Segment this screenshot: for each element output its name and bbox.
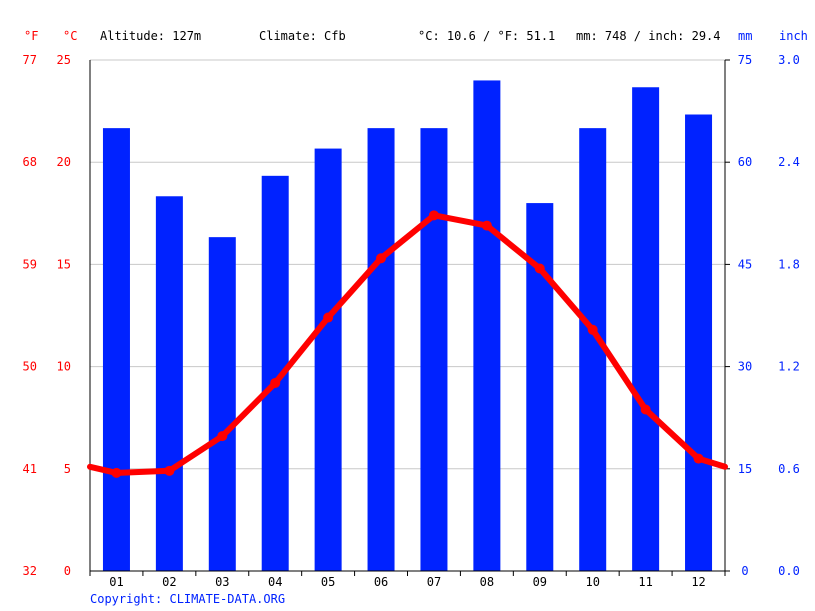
temp-point-06 bbox=[376, 253, 387, 264]
temp-point-07 bbox=[428, 210, 439, 221]
precip-bar-05 bbox=[314, 148, 342, 571]
temp-point-10 bbox=[587, 324, 598, 335]
precip-bar-08 bbox=[473, 80, 501, 571]
precipitation-total-label: mm: 748 / inch: 29.4 bbox=[576, 29, 721, 43]
x-tick-label: 02 bbox=[162, 575, 176, 589]
temp-point-12 bbox=[693, 453, 704, 464]
inch-tick-label: 2.4 bbox=[778, 155, 800, 169]
temperature-series-line bbox=[87, 212, 728, 476]
celsius-tick-label: 25 bbox=[57, 53, 71, 67]
precip-bar-12 bbox=[685, 114, 713, 572]
inch-tick-label: 1.8 bbox=[778, 257, 800, 271]
avg-temperature-label: °C: 10.6 / °F: 51.1 bbox=[418, 29, 555, 43]
tick-labels: 01 02 03 04 05 06 07 08 09 10 11 12 32 0 0 0.0 41 5 15 0.6 5… bbox=[23, 53, 800, 589]
fahrenheit-tick-label: 41 bbox=[23, 462, 37, 476]
climate-label: Climate: Cfb bbox=[259, 29, 346, 43]
temp-point-02 bbox=[164, 465, 175, 476]
x-tick-label: 05 bbox=[321, 575, 335, 589]
inch-tick-label: 3.0 bbox=[778, 53, 800, 67]
precip-bar-03 bbox=[208, 237, 236, 571]
altitude-label: Altitude: 127m bbox=[100, 29, 201, 43]
x-tick-label: 08 bbox=[480, 575, 494, 589]
x-tick-label: 12 bbox=[691, 575, 705, 589]
temp-point-04 bbox=[270, 377, 281, 388]
celsius-tick-label: 10 bbox=[57, 360, 71, 374]
temperature-line bbox=[87, 210, 728, 478]
x-tick-label: 07 bbox=[427, 575, 441, 589]
x-tick-label: 10 bbox=[585, 575, 599, 589]
precip-bar-10 bbox=[579, 128, 607, 571]
temp-point-09 bbox=[534, 263, 545, 274]
celsius-tick-label: 15 bbox=[57, 257, 71, 271]
precip-bar-01 bbox=[102, 128, 130, 571]
inch-tick-label: 0.6 bbox=[778, 462, 800, 476]
temp-point-03 bbox=[217, 431, 228, 442]
gridlines bbox=[90, 59, 725, 470]
mm-tick-label: 15 bbox=[738, 462, 752, 476]
fahrenheit-tick-label: 68 bbox=[23, 155, 37, 169]
inch-tick-label: 0.0 bbox=[778, 564, 800, 578]
fahrenheit-tick-label: 50 bbox=[23, 360, 37, 374]
unit-inch-label: inch bbox=[779, 29, 808, 43]
x-tick-label: 01 bbox=[109, 575, 123, 589]
inch-tick-label: 1.2 bbox=[778, 360, 800, 374]
unit-celsius-label: °C bbox=[63, 29, 77, 43]
mm-tick-label: 60 bbox=[738, 155, 752, 169]
precipitation-bars bbox=[102, 80, 713, 572]
celsius-tick-label: 20 bbox=[57, 155, 71, 169]
temp-point-01 bbox=[111, 467, 122, 478]
mm-tick-label: 45 bbox=[738, 257, 752, 271]
fahrenheit-tick-label: 59 bbox=[23, 257, 37, 271]
celsius-tick-label: 0 bbox=[64, 564, 71, 578]
fahrenheit-tick-label: 32 bbox=[23, 564, 37, 578]
x-tick-label: 06 bbox=[374, 575, 388, 589]
precip-bar-11 bbox=[632, 87, 660, 572]
x-tick-label: 04 bbox=[268, 575, 282, 589]
precip-bar-02 bbox=[155, 196, 183, 571]
mm-tick-label: 75 bbox=[738, 53, 752, 67]
fahrenheit-tick-label: 77 bbox=[23, 53, 37, 67]
celsius-tick-label: 5 bbox=[64, 462, 71, 476]
copyright-label: Copyright: CLIMATE-DATA.ORG bbox=[90, 592, 285, 606]
axes bbox=[89, 59, 730, 576]
precip-bar-07 bbox=[420, 128, 448, 571]
temp-point-05 bbox=[323, 312, 334, 323]
unit-fahrenheit-label: °F bbox=[24, 29, 38, 43]
x-tick-label: 09 bbox=[533, 575, 547, 589]
mm-tick-label: 30 bbox=[738, 360, 752, 374]
temp-point-11 bbox=[640, 404, 651, 415]
temp-point-08 bbox=[481, 220, 492, 231]
unit-mm-label: mm bbox=[738, 29, 752, 43]
x-tick-label: 11 bbox=[638, 575, 652, 589]
mm-tick-label: 0 bbox=[741, 564, 748, 578]
precip-bar-06 bbox=[367, 128, 395, 571]
x-tick-label: 03 bbox=[215, 575, 229, 589]
